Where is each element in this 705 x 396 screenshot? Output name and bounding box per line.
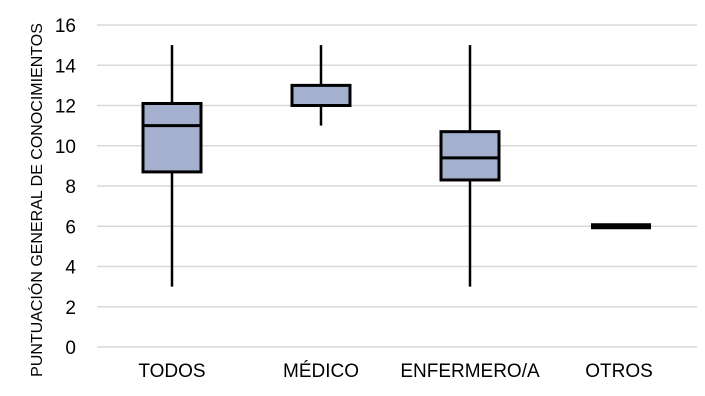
box-iqr [290, 83, 352, 107]
box-iqr [439, 130, 501, 182]
y-tick-label: 6 [65, 217, 76, 238]
y-tick-label: 14 [55, 56, 77, 77]
box-otros [591, 223, 651, 230]
y-tick-label: 4 [65, 258, 76, 279]
y-axis-ticks: 0 2 4 6 8 10 12 14 16 [55, 16, 77, 359]
y-tick-label: 0 [65, 338, 76, 359]
box-m-dico [290, 45, 352, 126]
boxes [141, 45, 651, 287]
y-tick-label: 10 [55, 137, 76, 158]
box-iqr [141, 101, 203, 174]
y-tick-label: 8 [65, 177, 76, 198]
y-axis-title: PUNTUACIÓN GENERAL DE CONOCIMIENTOS [27, 23, 46, 377]
x-axis-categories: TODOS MÉDICO ENFERMERO/A OTROS [138, 361, 652, 382]
x-category-label: ENFERMERO/A [400, 361, 540, 382]
box-todos [141, 45, 203, 287]
x-category-label: TODOS [138, 361, 205, 382]
y-tick-label: 12 [55, 97, 76, 118]
box-median-bar [591, 223, 651, 230]
x-category-label: OTROS [585, 361, 653, 382]
gridlines [97, 24, 697, 348]
y-tick-label: 2 [65, 298, 76, 319]
box-enfermero-a [439, 45, 501, 287]
x-category-label: MÉDICO [283, 361, 359, 382]
y-tick-label: 16 [55, 16, 76, 37]
